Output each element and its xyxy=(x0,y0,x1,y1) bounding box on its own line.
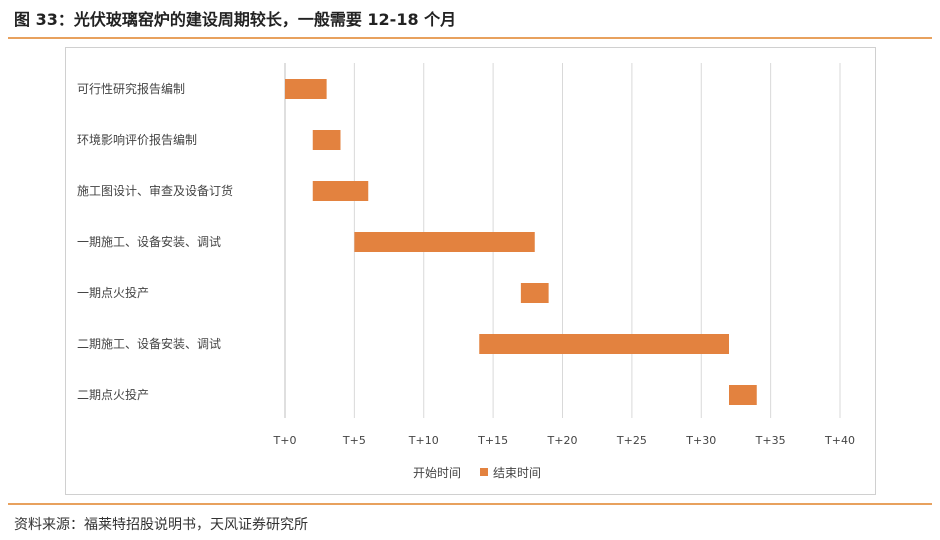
figure-title: 图 33：光伏玻璃窑炉的建设周期较长，一般需要 12-18 个月 xyxy=(14,10,457,29)
source-divider xyxy=(8,503,932,505)
category-label-4: 一期施工、设备安装、调试 xyxy=(77,234,221,249)
bar-7 xyxy=(729,385,757,405)
legend-label-start: 开始时间 xyxy=(413,466,461,480)
legend: 开始时间 结束时间 xyxy=(413,466,541,480)
x-tick-label-10: T+10 xyxy=(408,434,439,447)
grid-lines xyxy=(284,63,841,418)
bar-4 xyxy=(354,232,535,252)
x-tick-label-35: T+35 xyxy=(755,434,786,447)
x-tick-labels: T+0 T+5 T+10 T+15 T+20 T+25 T+30 T+35 T+40 xyxy=(273,434,855,447)
x-tick-label-5: T+5 xyxy=(342,434,366,447)
category-label-5: 一期点火投产 xyxy=(77,285,149,300)
bar-1 xyxy=(285,79,327,99)
x-tick-label-15: T+15 xyxy=(477,434,508,447)
x-tick-label-0: T+0 xyxy=(273,434,297,447)
category-label-2: 环境影响评价报告编制 xyxy=(77,132,197,147)
x-tick-label-40: T+40 xyxy=(824,434,855,447)
x-tick-label-25: T+25 xyxy=(616,434,647,447)
source-note: 资料来源：福莱特招股说明书，天风证券研究所 xyxy=(14,517,308,533)
category-label-6: 二期施工、设备安装、调试 xyxy=(77,336,221,351)
category-label-3: 施工图设计、审查及设备订货 xyxy=(77,183,233,198)
bar-5 xyxy=(520,283,549,303)
category-label-1: 可行性研究报告编制 xyxy=(77,81,185,96)
bar-2 xyxy=(312,130,341,150)
bar-3 xyxy=(312,181,369,201)
bar-6 xyxy=(479,334,729,354)
title-divider xyxy=(8,37,932,39)
chart-frame xyxy=(65,47,876,495)
legend-swatch-end xyxy=(480,468,488,476)
bars xyxy=(285,79,757,405)
category-labels: 可行性研究报告编制环境影响评价报告编制施工图设计、审查及设备订货一期施工、设备安… xyxy=(77,81,233,402)
x-tick-label-20: T+20 xyxy=(547,434,578,447)
legend-label-end: 结束时间 xyxy=(493,466,541,480)
x-tick-label-30: T+30 xyxy=(685,434,716,447)
category-label-7: 二期点火投产 xyxy=(77,387,149,402)
